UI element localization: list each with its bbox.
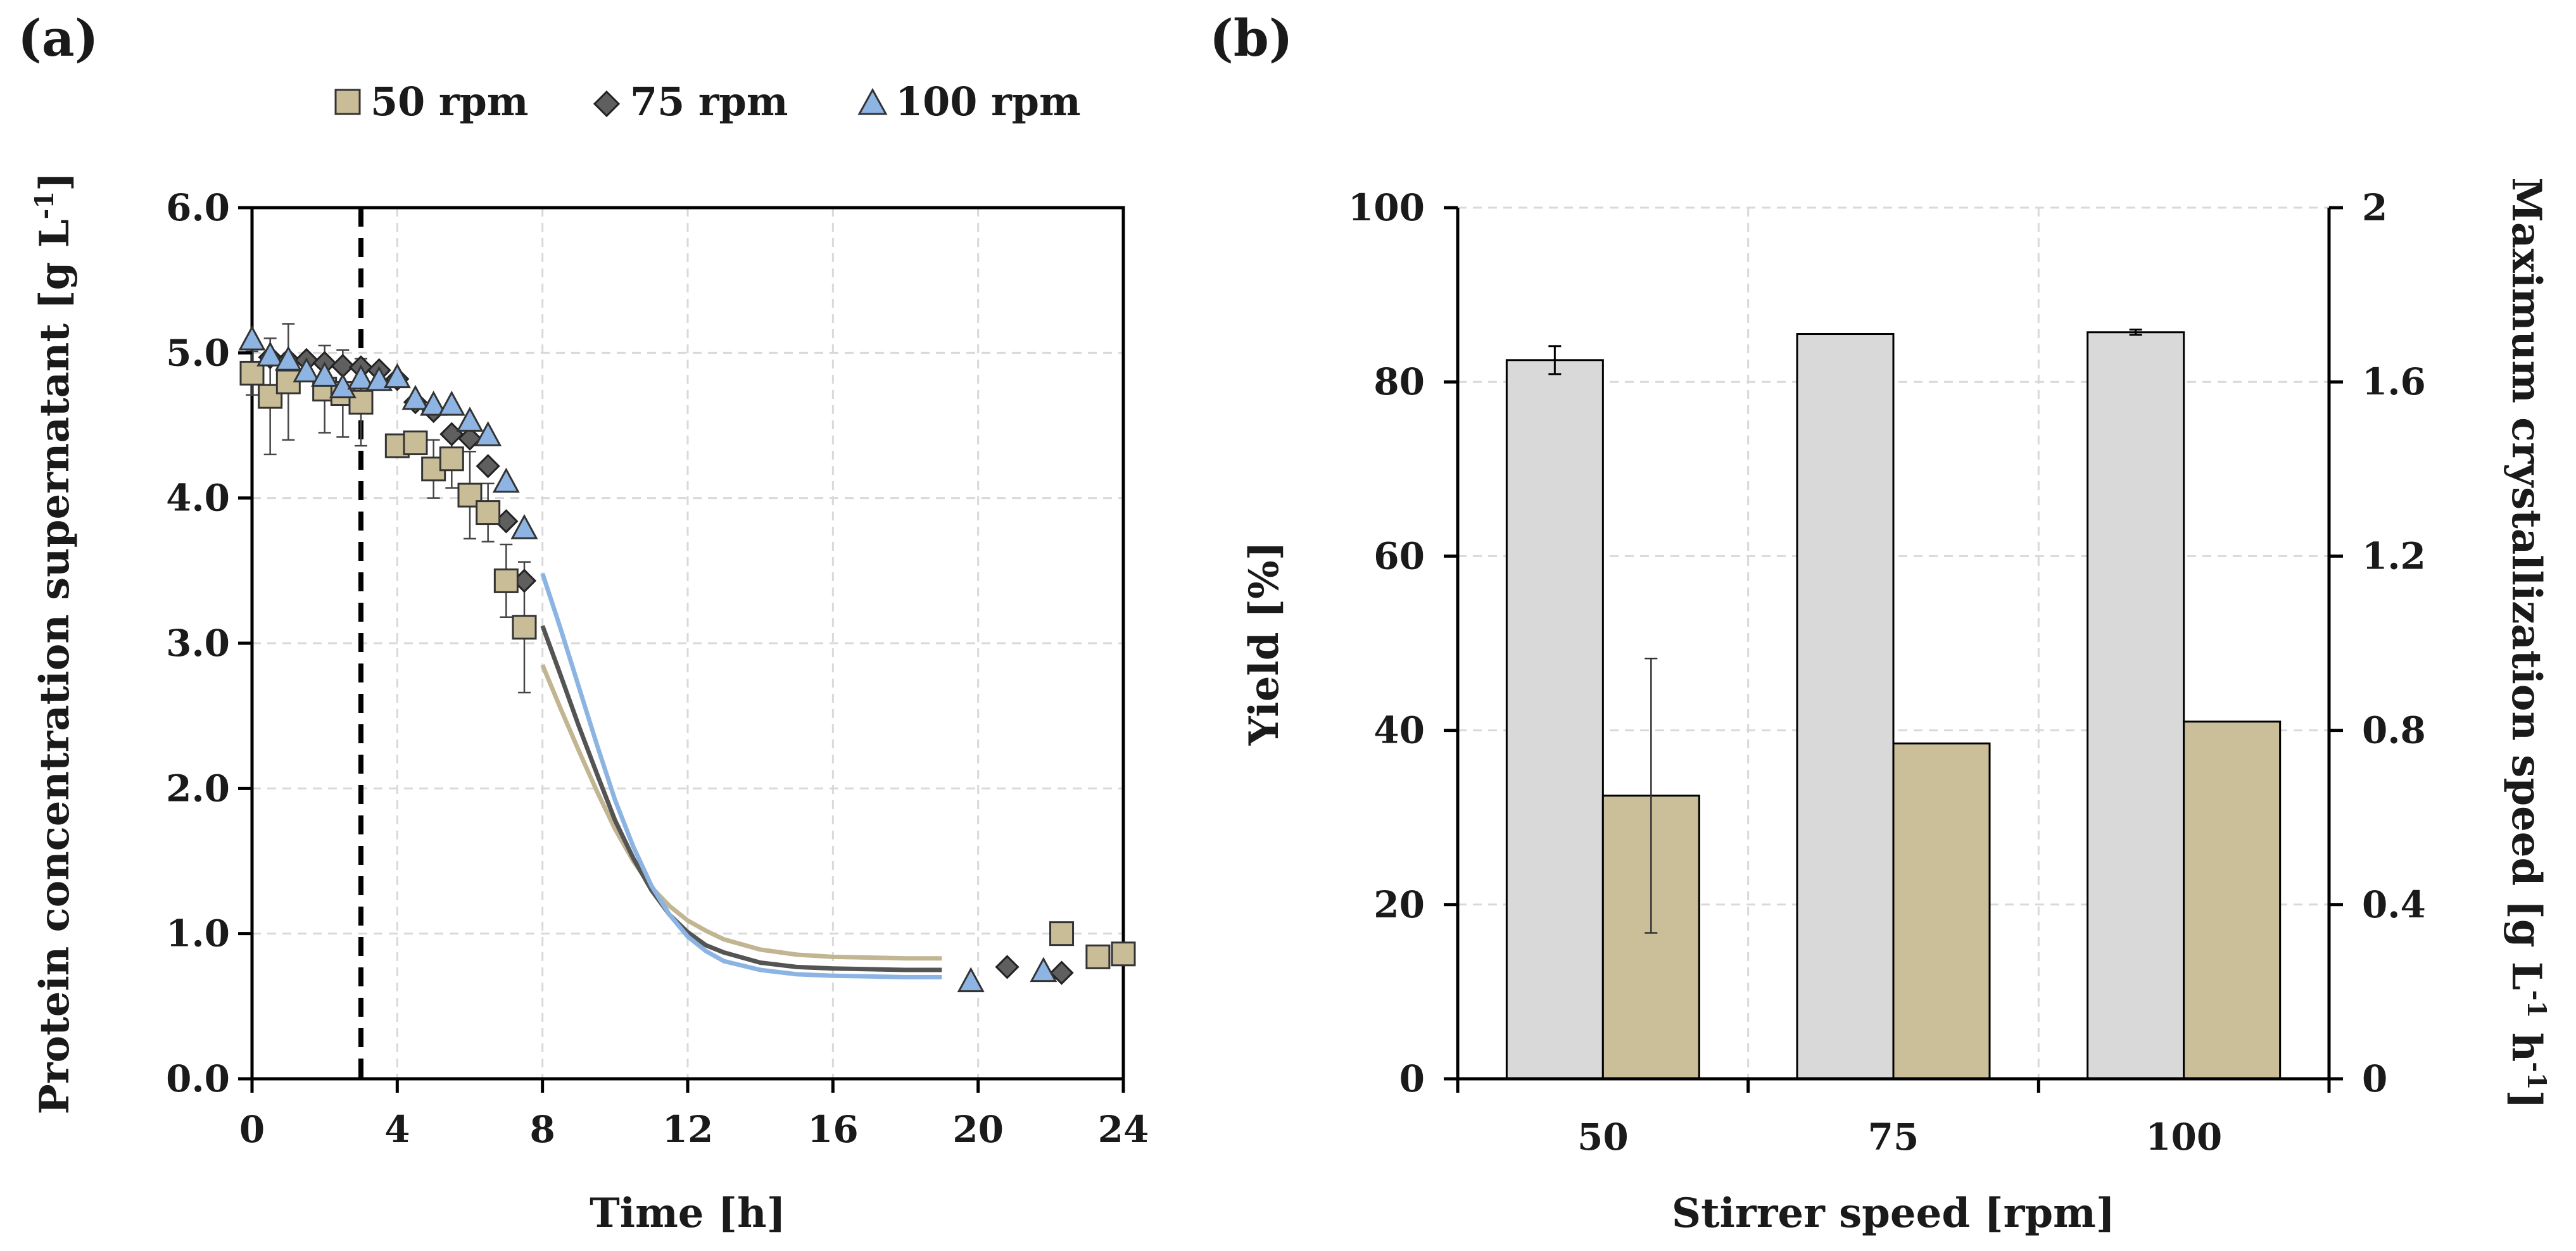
legend-50rpm-label: 50 rpm bbox=[370, 79, 528, 125]
panel-b-x-axis-title: Stirrer speed [rpm] bbox=[1672, 1190, 2115, 1237]
data-point-100rpm bbox=[256, 341, 284, 367]
data-point-100rpm bbox=[474, 421, 502, 446]
y-tick-label: 80 bbox=[1373, 360, 1425, 403]
data-point-100rpm bbox=[957, 967, 985, 993]
data-point-100rpm bbox=[347, 364, 375, 390]
y2-tick-label: 1.2 bbox=[2362, 534, 2426, 577]
data-point-100rpm bbox=[492, 467, 520, 493]
legend-100rpm-label: 100 rpm bbox=[895, 79, 1081, 125]
x-category-label: 50 bbox=[1577, 1116, 1629, 1159]
y-tick-label: 6.0 bbox=[166, 186, 230, 229]
y-tick-label: 100 bbox=[1348, 186, 1425, 229]
panel-b-error-bars bbox=[1548, 329, 2142, 934]
bar-crystallization-speed-100 bbox=[2183, 720, 2282, 1080]
panel-a-plot-frame bbox=[250, 206, 1125, 1081]
data-point-100rpm bbox=[510, 513, 538, 539]
y-tick-label: 0 bbox=[1399, 1057, 1425, 1100]
data-point-75rpm bbox=[457, 426, 483, 451]
fit-curve-100rpm bbox=[540, 572, 942, 979]
bar-yield-75 bbox=[1796, 333, 1895, 1080]
y-tick-label: 3.0 bbox=[166, 622, 230, 665]
legend-75rpm-diamond-marker bbox=[593, 90, 621, 118]
legend-50rpm-square-marker bbox=[334, 89, 361, 115]
y-tick-label: 2.0 bbox=[166, 767, 230, 810]
panel-a-scatter-chart: 0 4 8 12 16 20 24 0.0 1.0 2.0 3.0 4.0 5.0 6.0 50 rpm … bbox=[30, 79, 1149, 1237]
data-point-100rpm bbox=[438, 391, 465, 416]
data-point-100rpm bbox=[311, 361, 339, 387]
y-tick-label: 20 bbox=[1373, 883, 1425, 926]
x-tick-label: 16 bbox=[807, 1108, 859, 1151]
data-point-75rpm bbox=[995, 955, 1020, 979]
panel-a-legend: 50 rpm 75 rpm 100 rpm bbox=[334, 79, 1081, 125]
data-point-50rpm bbox=[512, 615, 537, 640]
data-point-75rpm bbox=[1049, 960, 1074, 985]
data-point-50rpm bbox=[403, 431, 428, 456]
x-category-label: 100 bbox=[2145, 1116, 2222, 1159]
x-tick-label: 24 bbox=[1098, 1108, 1149, 1151]
y2-tick-label: 0.8 bbox=[2362, 709, 2426, 752]
y-tick-label: 40 bbox=[1373, 709, 1425, 752]
data-point-50rpm bbox=[493, 568, 519, 593]
x-tick-label: 4 bbox=[384, 1108, 410, 1151]
legend-75rpm-label: 75 rpm bbox=[630, 79, 788, 125]
data-point-100rpm bbox=[401, 384, 429, 410]
panel-b-bar-chart: 0 20 40 60 80 100 0 0.4 0.8 1.2 1.6 2 50 75 100 Stirre… bbox=[1241, 177, 2551, 1237]
data-point-100rpm bbox=[383, 363, 411, 389]
panel-a-x-axis-title: Time [h] bbox=[590, 1190, 786, 1237]
data-point-50rpm bbox=[1049, 921, 1075, 946]
y2-tick-label: 0.4 bbox=[2362, 883, 2426, 926]
panel-b-label: (b) bbox=[1209, 8, 1293, 68]
data-point-100rpm bbox=[293, 357, 320, 382]
bar-yield-100 bbox=[2087, 331, 2185, 1080]
data-point-100rpm bbox=[365, 366, 393, 391]
data-point-50rpm bbox=[439, 446, 464, 472]
panel-a-label: (a) bbox=[18, 8, 99, 68]
x-tick-label: 8 bbox=[529, 1108, 555, 1151]
panel-a-gridlines bbox=[252, 208, 1123, 1079]
panel-a-fit-curves bbox=[540, 572, 942, 979]
panel-a-data-points bbox=[238, 325, 1136, 993]
data-point-100rpm bbox=[274, 345, 302, 371]
data-point-100rpm bbox=[1030, 957, 1058, 983]
y-tick-label: 0.0 bbox=[166, 1057, 230, 1100]
bar-crystallization-speed-75 bbox=[1892, 742, 1991, 1080]
legend-100rpm-triangle-marker bbox=[857, 87, 888, 115]
data-point-100rpm bbox=[329, 373, 357, 399]
y-tick-label: 1.0 bbox=[166, 912, 230, 955]
data-point-100rpm bbox=[456, 406, 484, 432]
bar-yield-50 bbox=[1505, 359, 1604, 1080]
x-tick-label: 20 bbox=[952, 1108, 1004, 1151]
data-point-50rpm bbox=[348, 389, 374, 415]
y2-tick-label: 1.6 bbox=[2362, 360, 2426, 403]
panel-b-right-y-axis-title: Maximum crystallization speed [g L-1 h-1… bbox=[2503, 177, 2551, 1109]
x-tick-label: 12 bbox=[662, 1108, 714, 1151]
data-point-50rpm bbox=[1085, 944, 1111, 969]
panel-b-ticks: 0 20 40 60 80 100 0 0.4 0.8 1.2 1.6 2 50 75 100 bbox=[1348, 186, 2426, 1159]
fit-curve-75rpm bbox=[540, 625, 942, 972]
y-tick-label: 60 bbox=[1373, 534, 1425, 577]
panel-b-bars bbox=[1505, 331, 2282, 1080]
panel-a-y-axis-title: Protein concentration supernatant [g L-1… bbox=[30, 172, 79, 1115]
y-tick-label: 4.0 bbox=[166, 477, 230, 520]
data-point-75rpm bbox=[476, 454, 500, 479]
y2-tick-label: 0 bbox=[2362, 1057, 2387, 1100]
panel-a-ticks: 0 4 8 12 16 20 24 0.0 1.0 2.0 3.0 4.0 5.0 6.0 bbox=[166, 186, 1149, 1151]
y-tick-label: 5.0 bbox=[166, 331, 230, 374]
fit-curve-50rpm bbox=[540, 664, 942, 961]
panel-b-left-y-axis-title: Yield [%] bbox=[1241, 541, 1288, 746]
data-point-100rpm bbox=[238, 325, 266, 351]
y2-tick-label: 2 bbox=[2362, 186, 2387, 229]
data-point-50rpm bbox=[476, 500, 501, 525]
data-point-100rpm bbox=[420, 391, 448, 416]
data-point-50rpm bbox=[1111, 941, 1136, 967]
x-category-label: 75 bbox=[1868, 1116, 1919, 1159]
x-tick-label: 0 bbox=[239, 1108, 265, 1151]
